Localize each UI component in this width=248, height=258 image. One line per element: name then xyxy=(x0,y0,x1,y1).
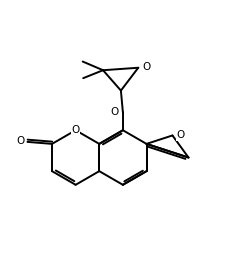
Text: O: O xyxy=(110,107,118,117)
Text: O: O xyxy=(71,125,80,135)
Text: O: O xyxy=(16,136,24,146)
Text: O: O xyxy=(142,62,150,72)
Text: O: O xyxy=(177,131,185,140)
